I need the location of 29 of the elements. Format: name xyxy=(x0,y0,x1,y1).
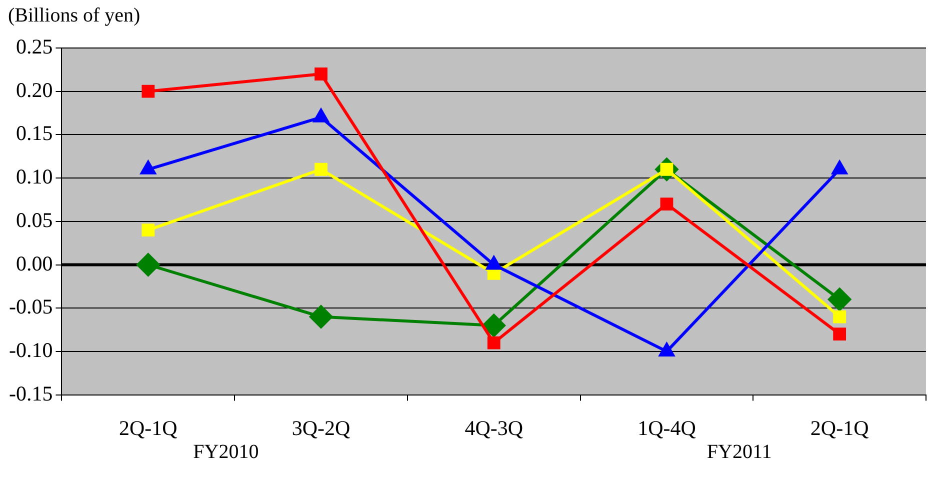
x-tick-label: 1Q-4Q xyxy=(638,416,696,440)
point xyxy=(833,310,846,324)
y-tick-label: 0.05 xyxy=(16,208,53,232)
point xyxy=(310,305,333,328)
point xyxy=(136,253,160,276)
x-tick-label: 4Q-3Q xyxy=(464,416,524,440)
y-tick-label: 0.25 xyxy=(16,34,53,59)
x-tick-label: 3Q-2Q xyxy=(292,416,350,440)
y-tick-label: -0.05 xyxy=(8,294,53,319)
y-tick-label: 0.10 xyxy=(16,164,53,189)
text: FY2011 xyxy=(706,441,772,464)
point xyxy=(482,314,506,337)
y-tick-label: 0.00 xyxy=(16,251,53,276)
point xyxy=(142,224,155,237)
point xyxy=(487,336,500,350)
point xyxy=(314,68,328,80)
point xyxy=(828,288,852,311)
point xyxy=(314,162,328,176)
x-tick-label: 2Q-1Q xyxy=(810,416,869,440)
x-tick-label: 2Q-1Q xyxy=(119,416,178,440)
text: FY2010 xyxy=(193,441,259,464)
point xyxy=(833,328,846,341)
point xyxy=(660,198,674,211)
y-tick-label: 0.20 xyxy=(16,78,53,102)
point xyxy=(142,84,155,98)
y-tick-label: 0.15 xyxy=(16,121,53,146)
y-axis-title: (Billions of yen) xyxy=(8,4,140,26)
y-tick-label: -0.15 xyxy=(8,381,53,406)
y-tick-label: -0.10 xyxy=(8,338,53,362)
